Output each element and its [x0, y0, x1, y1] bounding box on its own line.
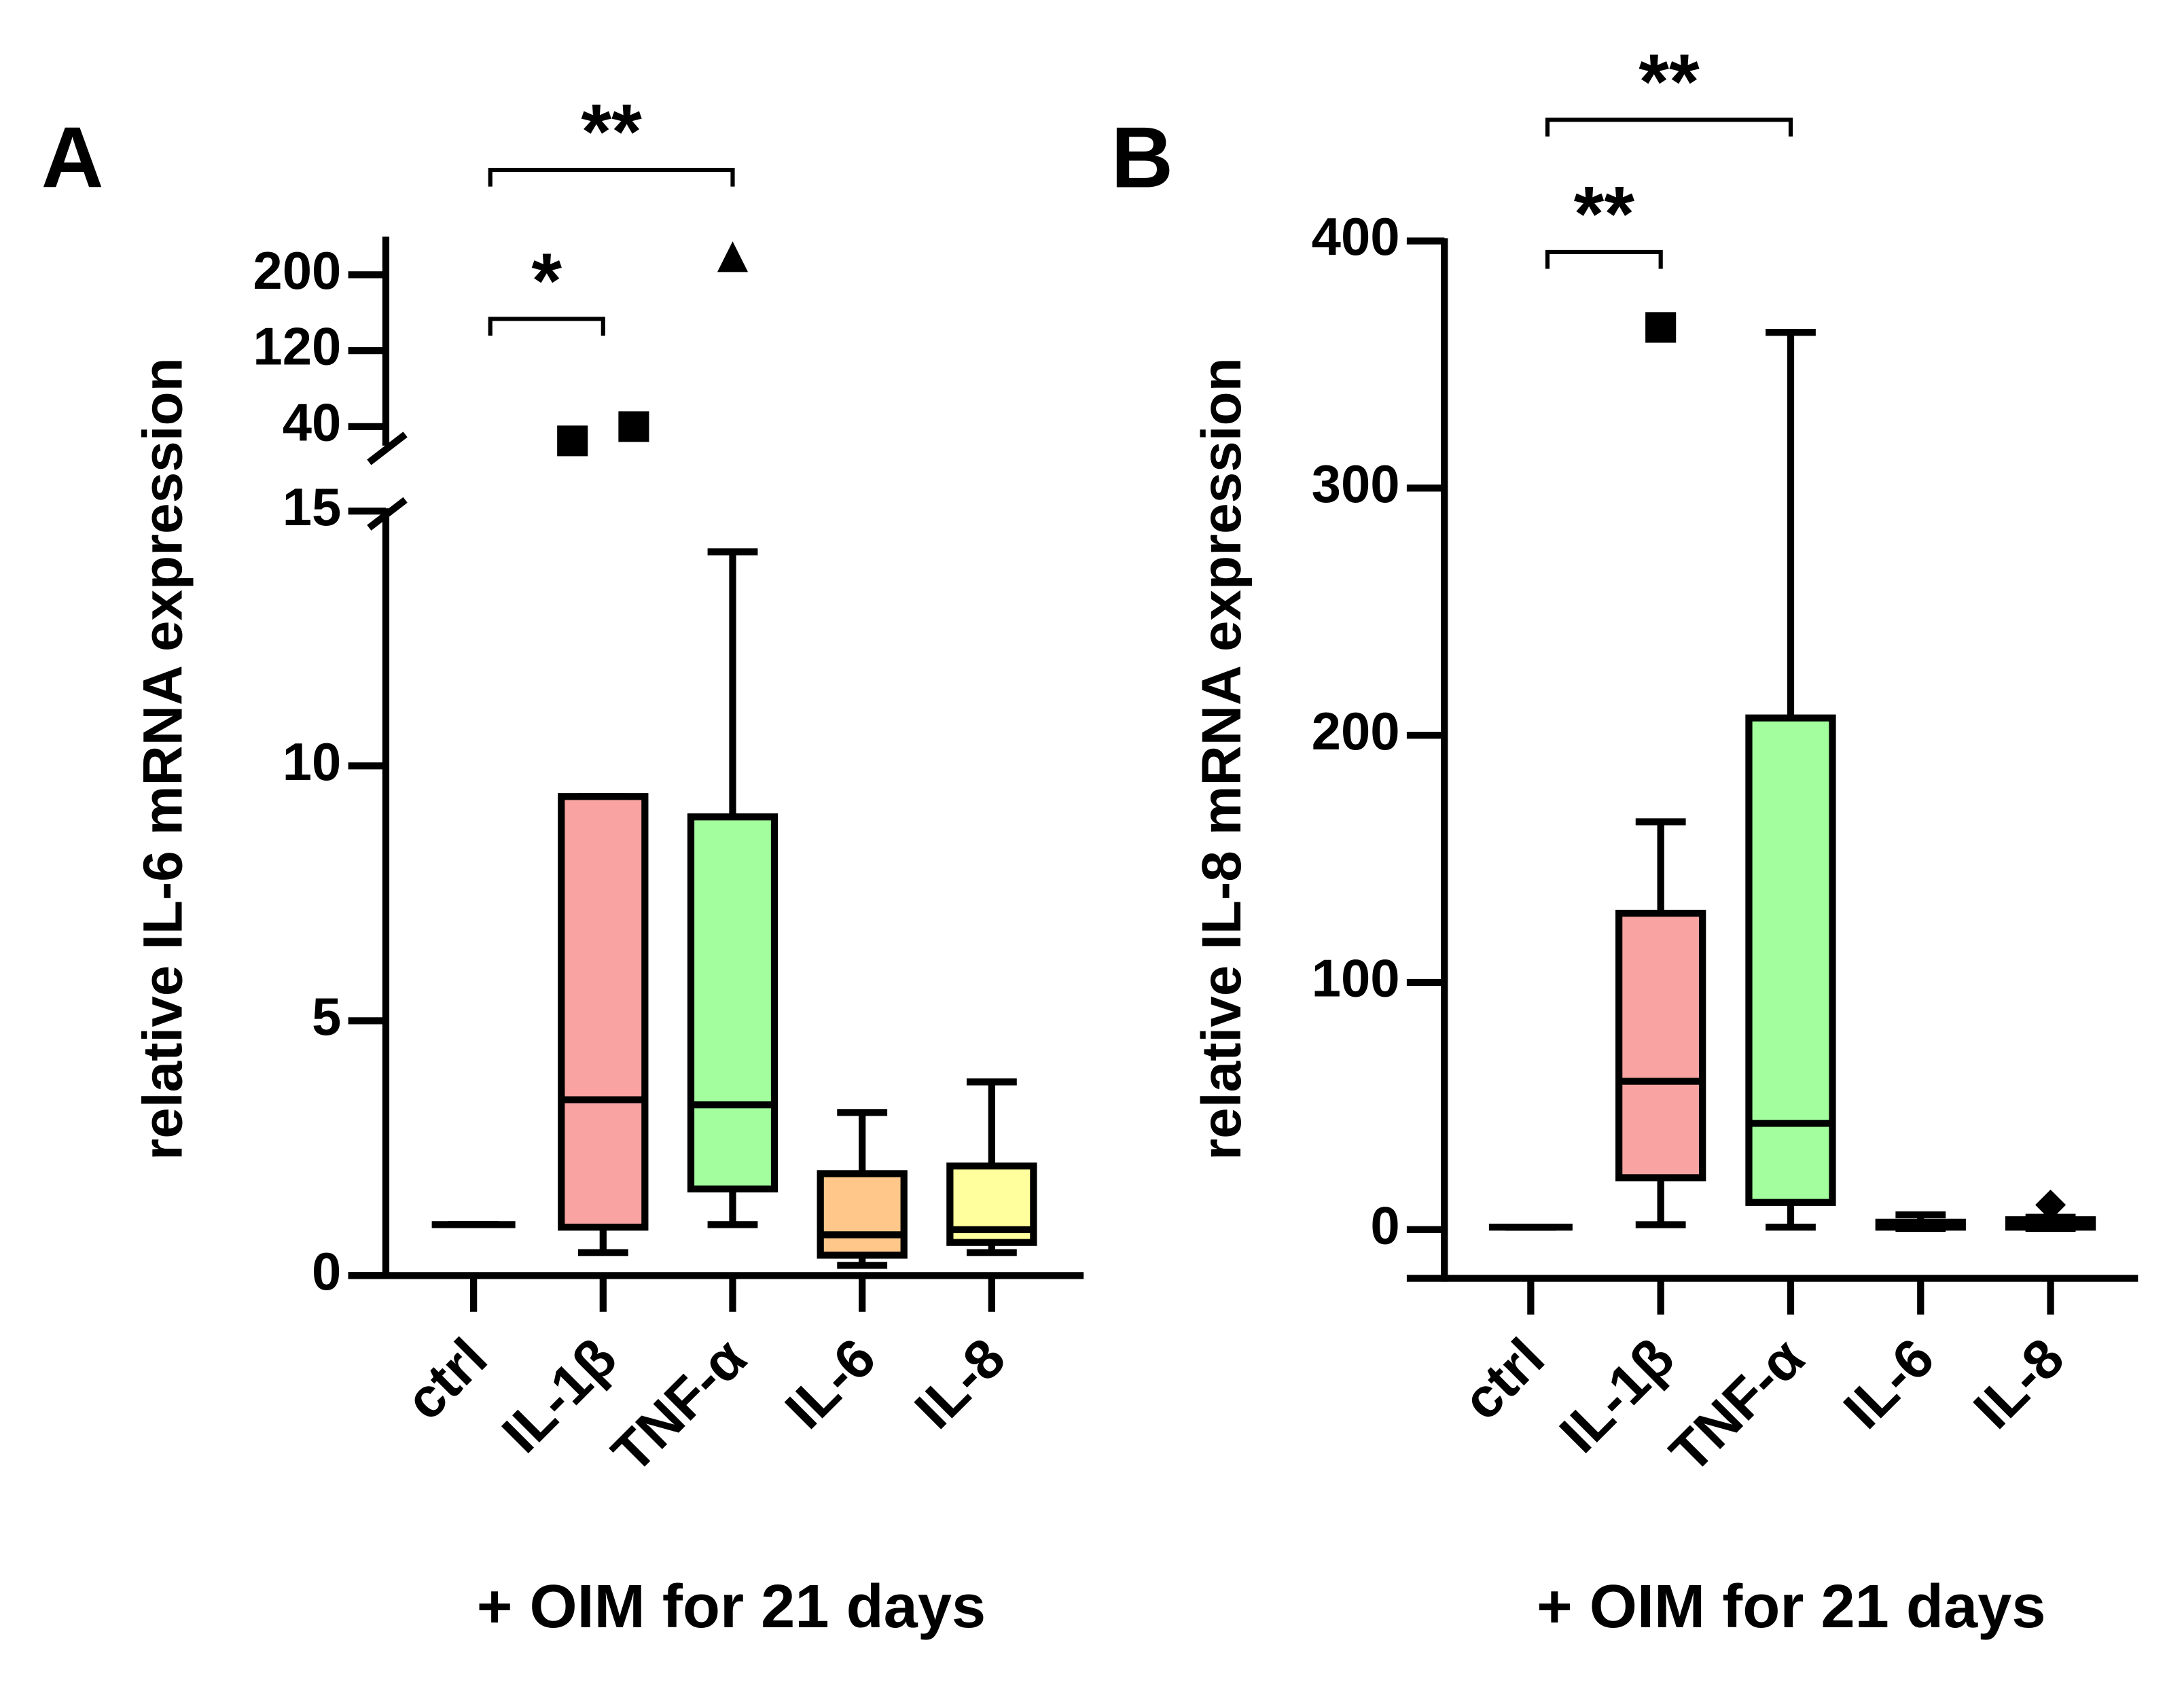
significance-bracket — [488, 167, 735, 187]
box — [1745, 714, 1836, 1206]
x-tick-label: ctrl — [1451, 1327, 1556, 1432]
significance-label: ** — [1639, 39, 1700, 126]
box — [558, 793, 649, 1231]
box-group — [817, 1109, 908, 1269]
y-tick-label: 100 — [1312, 948, 1400, 1008]
box-group — [1615, 312, 1706, 1228]
y-tick-label: 200 — [253, 241, 341, 300]
axis-break — [367, 497, 408, 531]
x-axis-label: + OIM for 21 days — [477, 1572, 986, 1641]
significance-label: ** — [581, 89, 642, 176]
x-tick-label: IL-6 — [1832, 1327, 1946, 1440]
box — [817, 1170, 908, 1259]
x-tick-label: IL-8 — [1962, 1327, 2075, 1440]
y-tick-label: 400 — [1312, 207, 1400, 266]
significance-bracket — [488, 317, 605, 336]
x-tick-label: TNF-α — [601, 1327, 758, 1485]
x-axis-label: + OIM for 21 days — [1537, 1572, 2045, 1641]
outlier — [1645, 312, 1677, 343]
box-group — [1875, 1211, 1966, 1232]
y-tick-label: 5 — [312, 987, 341, 1046]
panel-label: B — [1111, 109, 1173, 205]
box — [1615, 909, 1706, 1182]
y-tick-label: 10 — [283, 732, 342, 792]
y-tick-label: 120 — [253, 317, 341, 376]
y-tick-label: 0 — [312, 1241, 341, 1301]
box-group — [687, 241, 778, 1228]
outlier — [618, 411, 649, 442]
y-axis-label: relative IL-8 mRNA expression — [1191, 357, 1253, 1160]
significance-label: ** — [1574, 171, 1635, 258]
box-group — [1745, 329, 1836, 1231]
box-group — [946, 1078, 1037, 1256]
y-tick-label: 200 — [1312, 701, 1400, 761]
outlier — [2035, 1189, 2066, 1220]
x-tick-label: IL-6 — [774, 1327, 887, 1440]
box-group — [2005, 1189, 2096, 1232]
x-tick-label: IL-8 — [903, 1327, 1017, 1440]
axis-break — [367, 431, 408, 465]
x-tick-label: ctrl — [394, 1327, 499, 1432]
x-tick-label: TNF-α — [1658, 1327, 1816, 1485]
y-tick-label: 40 — [283, 393, 342, 453]
significance-label: * — [531, 238, 562, 325]
y-tick-label: 15 — [283, 477, 342, 537]
significance-bracket — [1545, 249, 1663, 269]
significance-bracket — [1545, 118, 1793, 137]
y-axis-label: relative IL-6 mRNA expression — [132, 357, 194, 1160]
y-tick-label: 300 — [1312, 454, 1400, 514]
panel-label: A — [41, 109, 104, 205]
box — [687, 813, 778, 1193]
box-group — [557, 411, 649, 1256]
y-tick-label: 0 — [1370, 1195, 1399, 1255]
outlier — [557, 425, 588, 457]
outlier — [717, 241, 749, 272]
